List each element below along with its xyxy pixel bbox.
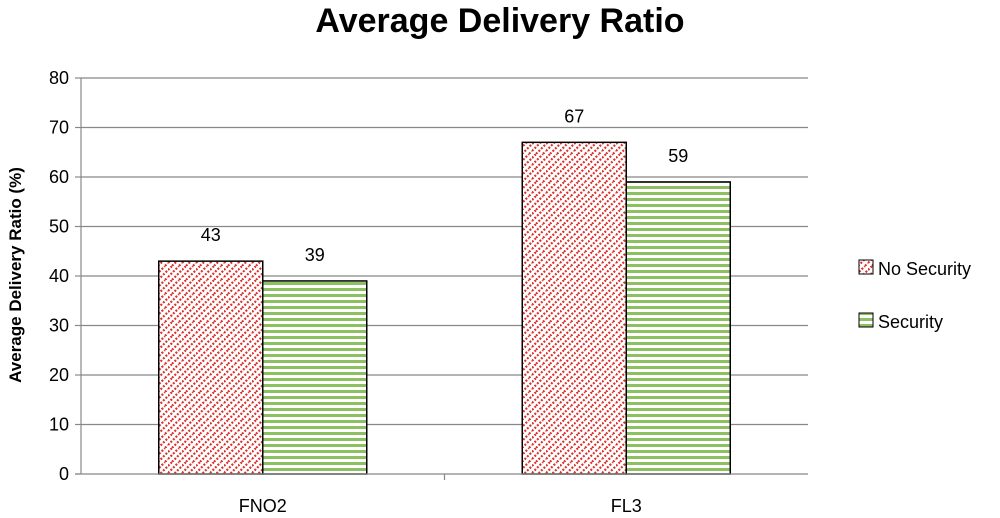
axes xyxy=(75,78,808,480)
y-tick-label: 0 xyxy=(59,464,69,484)
legend: No Security Security xyxy=(858,259,971,332)
legend-swatch-no-security xyxy=(858,259,874,275)
x-tick-label-fl3: FL3 xyxy=(611,496,642,516)
data-label-security-fno2: 39 xyxy=(305,245,325,265)
y-tick-label: 70 xyxy=(49,118,69,138)
bar-no-security-fno2 xyxy=(158,260,264,475)
y-tick-label: 10 xyxy=(49,415,69,435)
data-labels: 43 39 67 59 xyxy=(201,106,689,265)
chart-title: Average Delivery Ratio xyxy=(315,2,684,40)
x-tick-label-fno2: FNO2 xyxy=(239,496,287,516)
y-tick-labels: 0 10 20 30 40 50 60 70 80 xyxy=(49,68,69,484)
data-label-no-security-fl3: 67 xyxy=(564,106,584,126)
y-tick-label: 40 xyxy=(49,266,69,286)
legend-label-no-security: No Security xyxy=(878,259,971,279)
bars xyxy=(158,141,731,475)
y-tick-label: 50 xyxy=(49,217,69,237)
x-tick-labels: FNO2 FL3 xyxy=(239,496,642,516)
bar-no-security-fl3 xyxy=(521,141,627,475)
y-tick-label: 80 xyxy=(49,68,69,88)
y-tick-label: 30 xyxy=(49,316,69,336)
legend-swatch-security xyxy=(858,312,874,328)
y-tick-label: 60 xyxy=(49,167,69,187)
bar-security-fno2 xyxy=(262,280,368,475)
y-axis-label: Average Delivery Ratio (%) xyxy=(6,167,25,383)
legend-label-security: Security xyxy=(878,312,943,332)
bar-security-fl3 xyxy=(625,181,731,475)
data-label-no-security-fno2: 43 xyxy=(201,225,221,245)
data-label-security-fl3: 59 xyxy=(668,146,688,166)
y-tick-label: 20 xyxy=(49,365,69,385)
